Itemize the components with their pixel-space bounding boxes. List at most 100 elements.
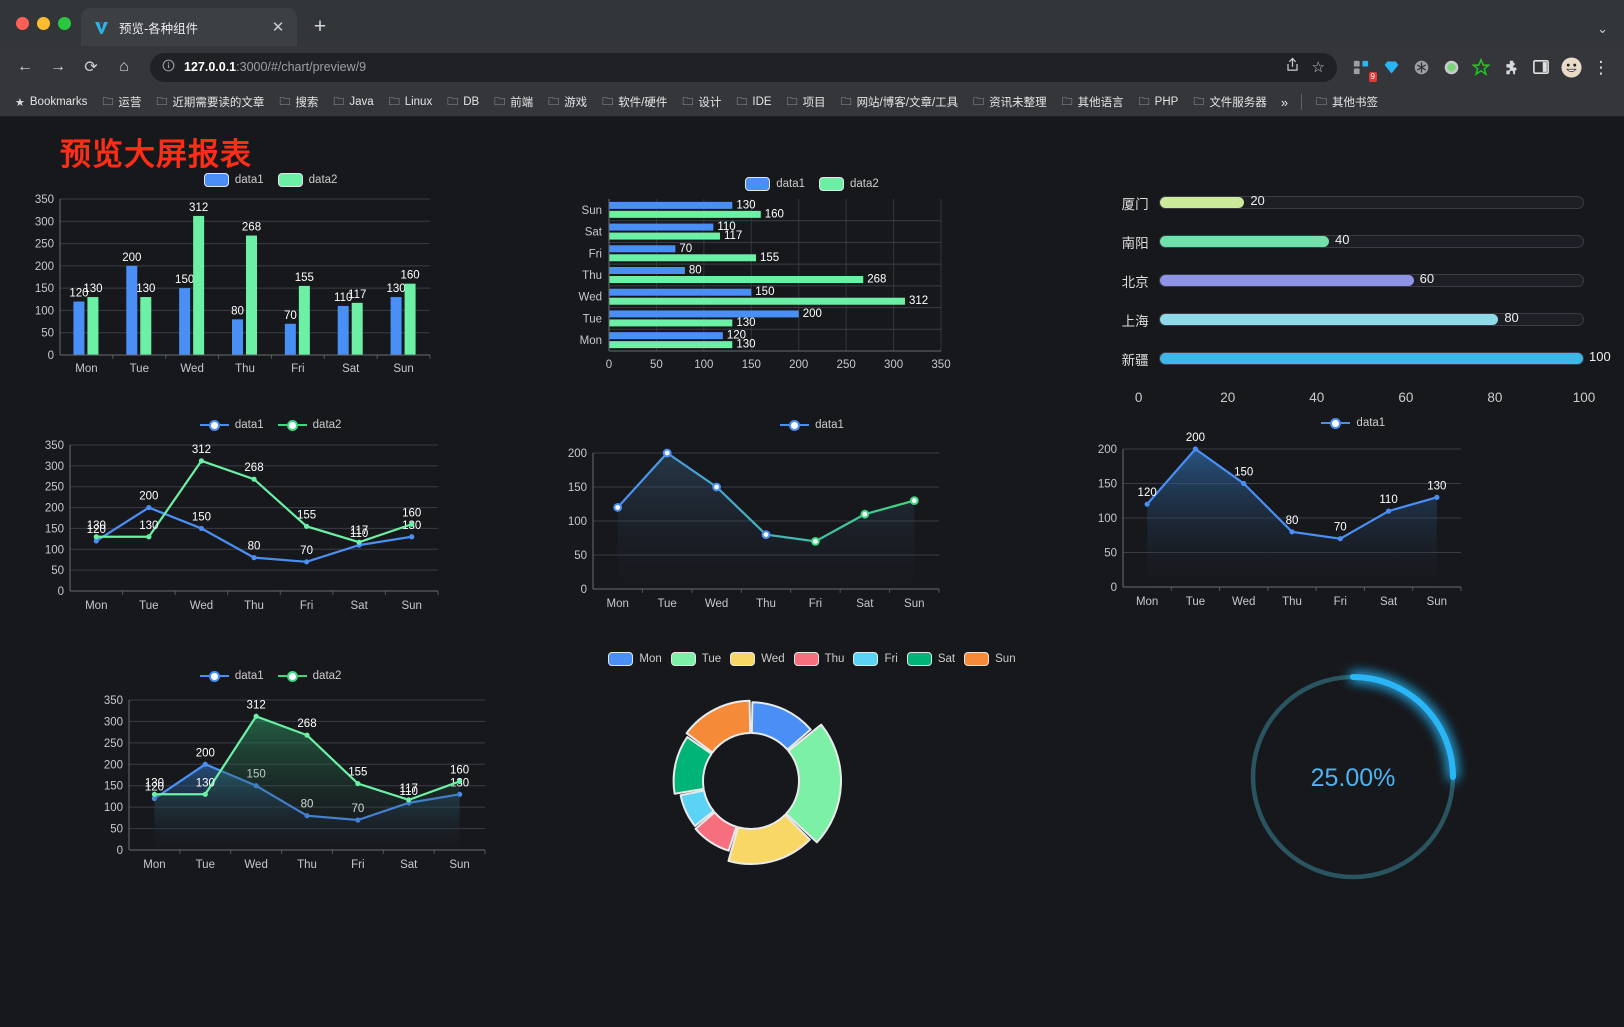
- pie-slice-thu[interactable]: [694, 811, 738, 852]
- close-window-button[interactable]: [16, 16, 29, 30]
- legend-item-data2[interactable]: data2: [277, 173, 337, 187]
- legend-item-data2[interactable]: data2: [818, 177, 879, 191]
- bookmarks-overflow-button[interactable]: »: [1280, 94, 1289, 110]
- bookmark-folder[interactable]: 🗀 Java: [326, 90, 380, 115]
- bookmark-folder[interactable]: 🗀 软件/硬件: [595, 90, 674, 115]
- bookmark-folder[interactable]: 🗀 游戏: [541, 90, 594, 115]
- legend-item-data1[interactable]: data1: [745, 177, 805, 191]
- svg-text:Sat: Sat: [400, 859, 418, 871]
- bookmarks-root[interactable]: ★ Bookmarks: [8, 93, 94, 112]
- tab-close-icon[interactable]: ✕: [271, 18, 285, 36]
- svg-text:160: 160: [765, 208, 784, 220]
- browser-tab[interactable]: 预览-各种组件 ✕: [81, 8, 297, 46]
- legend-item-mon[interactable]: Mon: [608, 652, 662, 666]
- diamond-icon[interactable]: [1378, 54, 1404, 80]
- legend-label: Thu: [824, 653, 845, 665]
- bookmark-folder[interactable]: 🗀 项目: [780, 90, 833, 115]
- legend-item-sun[interactable]: Sun: [964, 652, 1016, 666]
- legend-item-data1[interactable]: data1: [199, 670, 264, 682]
- other-bookmarks-folder[interactable]: 🗀 其他书签: [1309, 90, 1385, 115]
- legend-item-data2[interactable]: data2: [277, 670, 341, 682]
- bookmark-folder[interactable]: 🗀 设计: [675, 90, 728, 115]
- home-button[interactable]: ⌂: [119, 58, 129, 75]
- svg-text:150: 150: [192, 511, 211, 523]
- legend-item-data1[interactable]: data1: [1321, 417, 1385, 429]
- share-icon[interactable]: [1285, 57, 1300, 77]
- pie-slice-fri[interactable]: [679, 789, 715, 827]
- extensions-grid-icon[interactable]: 9: [1348, 54, 1377, 82]
- svg-text:155: 155: [760, 252, 779, 264]
- pie-slice-sun[interactable]: [685, 699, 752, 754]
- folder-icon: 🗀: [333, 95, 345, 108]
- svg-text:70: 70: [284, 310, 297, 322]
- svg-text:Mon: Mon: [1136, 596, 1158, 608]
- legend-item-tue[interactable]: Tue: [670, 652, 721, 666]
- svg-text:Fri: Fri: [351, 859, 364, 871]
- legend-item-fri[interactable]: Fri: [853, 652, 898, 666]
- forward-button[interactable]: →: [50, 58, 66, 75]
- svg-text:200: 200: [45, 503, 64, 515]
- svg-text:312: 312: [192, 444, 211, 456]
- bookmark-folder[interactable]: 🗀 IDE: [729, 90, 778, 115]
- svg-text:Sun: Sun: [401, 600, 421, 612]
- bookmark-folder[interactable]: 🗀 文件服务器: [1186, 90, 1274, 115]
- svg-text:Sun: Sun: [1426, 596, 1446, 608]
- bookmark-folder[interactable]: 🗀 运营: [95, 90, 148, 115]
- bookmark-star-icon[interactable]: ☆: [1311, 59, 1325, 76]
- legend-item-wed[interactable]: Wed: [730, 652, 785, 666]
- legend-item-data1[interactable]: data1: [780, 419, 844, 431]
- bookmark-folder[interactable]: 🗀 资讯未整理: [966, 90, 1054, 115]
- svg-text:Thu: Thu: [583, 270, 603, 282]
- svg-text:312: 312: [909, 295, 928, 307]
- asterisk-icon[interactable]: [1408, 54, 1434, 80]
- bookmark-folder[interactable]: 🗀 Linux: [382, 90, 440, 115]
- legend-item-thu[interactable]: Thu: [793, 652, 845, 666]
- bookmark-folder[interactable]: 🗀 其他语言: [1055, 90, 1131, 115]
- pie-slice-mon[interactable]: [751, 701, 813, 751]
- legend-swatch: [745, 177, 771, 191]
- legend-swatch: [964, 652, 990, 666]
- sidepanel-icon[interactable]: [1528, 54, 1554, 80]
- minimize-window-button[interactable]: [37, 16, 50, 30]
- svg-text:150: 150: [742, 359, 761, 371]
- reload-button[interactable]: ⟳: [84, 59, 98, 76]
- back-button[interactable]: ←: [17, 58, 33, 75]
- chevron-down-icon[interactable]: ⌄: [1597, 21, 1608, 36]
- svg-text:0: 0: [606, 359, 612, 371]
- pie-slice-wed[interactable]: [727, 813, 812, 865]
- svg-text:268: 268: [242, 222, 261, 234]
- legend-marker: [780, 419, 810, 431]
- pie-slice-sat[interactable]: [672, 736, 713, 795]
- folder-icon: 🗀: [602, 95, 614, 108]
- legend-item-sat[interactable]: Sat: [906, 652, 955, 666]
- pie-slice-tue[interactable]: [785, 723, 843, 844]
- legend-label: data1: [776, 178, 805, 190]
- new-tab-button[interactable]: +: [313, 15, 327, 38]
- legend-item-data1[interactable]: data1: [199, 419, 264, 431]
- legend: data1 data2: [0, 173, 541, 187]
- svg-text:300: 300: [884, 359, 903, 371]
- legend-item-data2[interactable]: data2: [277, 419, 341, 431]
- green-star-icon[interactable]: [1468, 54, 1494, 80]
- bookmark-folder[interactable]: 🗀 搜索: [272, 90, 325, 115]
- chart-progress-bars: 厦门 20 南阳 40 北京 60 上海 80 新疆 100 0 20 40 60 80 100: [1083, 169, 1624, 409]
- window-controls[interactable]: [10, 0, 81, 46]
- bookmark-folder[interactable]: 🗀 前端: [487, 90, 540, 115]
- bookmark-folder[interactable]: 🗀 PHP: [1132, 90, 1186, 115]
- puzzle-icon[interactable]: [1498, 54, 1524, 80]
- menu-dots-icon[interactable]: ⋮: [1592, 57, 1610, 77]
- address-bar[interactable]: 127.0.0.1:3000/#/chart/preview/9 ☆: [150, 52, 1337, 82]
- folder-icon: 🗀: [786, 95, 798, 108]
- green-circle-icon[interactable]: [1438, 54, 1464, 80]
- bookmark-folder[interactable]: 🗀 网站/博客/文章/工具: [834, 90, 966, 115]
- avatar-icon[interactable]: [1558, 54, 1584, 80]
- bookmark-folder[interactable]: 🗀 近期需要读的文章: [149, 90, 271, 115]
- bookmark-folder[interactable]: 🗀 DB: [440, 90, 486, 115]
- legend-item-data1[interactable]: data1: [203, 173, 264, 187]
- svg-text:Sun: Sun: [449, 859, 469, 871]
- progress-bar-fill: [1159, 236, 1329, 247]
- maximize-window-button[interactable]: [58, 16, 71, 30]
- site-info-icon[interactable]: [162, 59, 175, 75]
